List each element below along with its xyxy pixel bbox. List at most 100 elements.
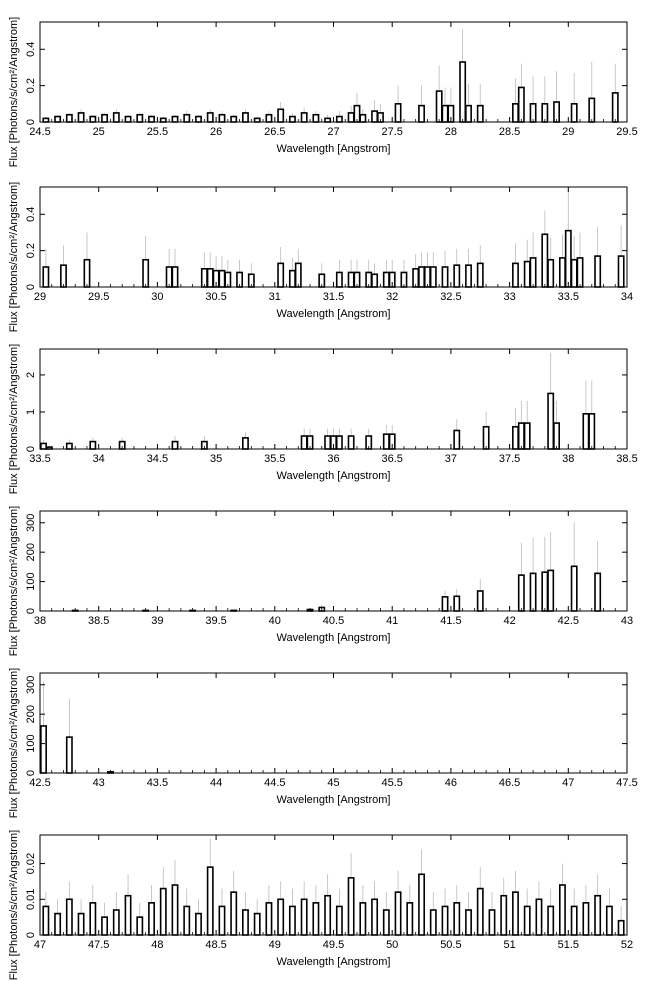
x-tick-label: 31.5 <box>323 291 344 303</box>
x-tick-label: 40.5 <box>323 615 344 627</box>
x-tick-label: 43 <box>93 777 105 789</box>
x-tick-label: 42 <box>503 615 515 627</box>
x-tick-label: 37 <box>445 453 457 465</box>
x-tick-label: 51 <box>503 939 515 951</box>
x-tick-label: 33.5 <box>558 291 579 303</box>
x-axis-label: Wavelength [Angstrom] <box>277 956 391 968</box>
x-tick-label: 31 <box>269 291 281 303</box>
chart-panel-3: 33.5 34 34.5 35 35.5 36 36.5 37 37.5 38 38.5 0 1 2 Wav… <box>8 344 638 494</box>
y-tick-label: 0 <box>25 284 37 290</box>
x-tick-label: 45 <box>327 777 339 789</box>
x-tick-label: 28.5 <box>499 126 520 138</box>
x-tick-label: 32 <box>386 291 398 303</box>
x-tick-label: 28 <box>445 126 457 138</box>
x-tick-label: 30.5 <box>205 291 226 303</box>
x-tick-label: 38.5 <box>616 453 637 465</box>
x-tick-label: 27.5 <box>381 126 402 138</box>
x-axis-label: Wavelength [Angstrom] <box>277 308 391 320</box>
x-tick-label: 38.5 <box>88 615 109 627</box>
y-tick-label: 0.4 <box>25 207 37 222</box>
x-tick-label: 30 <box>151 291 163 303</box>
x-tick-label: 25 <box>93 126 105 138</box>
y-tick-label: 0 <box>25 119 37 125</box>
y-tick-label: 0.2 <box>25 78 37 93</box>
y-axis-label: Flux [Photons/s/cm²/Angstrom] <box>8 668 20 818</box>
x-tick-label: 48.5 <box>205 939 226 951</box>
y-tick-label: 300 <box>25 514 37 532</box>
x-tick-label: 47.5 <box>88 939 109 951</box>
x-tick-label: 35 <box>210 453 222 465</box>
x-tick-label: 44.5 <box>264 777 285 789</box>
x-tick-label: 25.5 <box>147 126 168 138</box>
x-axis-label: Wavelength [Angstrom] <box>277 632 391 644</box>
x-tick-label: 51.5 <box>558 939 579 951</box>
x-tick-label: 36.5 <box>381 453 402 465</box>
chart-panel-5: 42.5 43 43.5 44 44.5 45 45.5 46 46.5 47 47.5 0 100 20… <box>8 668 638 818</box>
y-tick-label: 300 <box>25 676 37 694</box>
x-tick-label: 34.5 <box>147 453 168 465</box>
x-tick-label: 49.5 <box>323 939 344 951</box>
x-tick-label: 45.5 <box>381 777 402 789</box>
x-tick-label: 46 <box>445 777 457 789</box>
x-tick-label: 33.5 <box>29 453 50 465</box>
x-axis-label: Wavelength [Angstrom] <box>277 143 391 155</box>
x-tick-label: 39 <box>151 615 163 627</box>
y-tick-label: 200 <box>25 705 37 723</box>
y-tick-label: 100 <box>25 734 37 752</box>
y-tick-label: 0.02 <box>25 853 37 874</box>
x-tick-label: 41.5 <box>440 615 461 627</box>
x-tick-label: 40 <box>269 615 281 627</box>
chart-panel-4: 38 38.5 39 39.5 40 40.5 41 41.5 42 42.5 43 0 100 200 3… <box>8 506 633 656</box>
x-tick-label: 36 <box>327 453 339 465</box>
x-tick-label: 29.5 <box>88 291 109 303</box>
x-tick-label: 47 <box>562 777 574 789</box>
y-tick-label: 2 <box>25 372 37 378</box>
x-tick-label: 38 <box>34 615 46 627</box>
y-tick-label: 0.2 <box>25 243 37 258</box>
x-axis-label: Wavelength [Angstrom] <box>277 470 391 482</box>
y-tick-label: 0.4 <box>25 42 37 57</box>
x-tick-label: 47.5 <box>616 777 637 789</box>
y-tick-label: 1 <box>25 409 37 415</box>
x-tick-label: 37.5 <box>499 453 520 465</box>
x-tick-label: 50 <box>386 939 398 951</box>
y-tick-label: 100 <box>25 572 37 590</box>
y-axis-label: Flux [Photons/s/cm²/Angstrom] <box>8 506 20 656</box>
x-tick-label: 48 <box>151 939 163 951</box>
x-tick-label: 29.5 <box>616 126 637 138</box>
x-tick-label: 32.5 <box>440 291 461 303</box>
chart-panel-1: 24.5 25 25.5 26 26.5 27 27.5 28 28.5 29 29.5 0 0.2 0.… <box>8 17 638 167</box>
x-tick-label: 44 <box>210 777 222 789</box>
x-tick-label: 34 <box>93 453 105 465</box>
x-tick-label: 35.5 <box>264 453 285 465</box>
y-axis-label: Flux [Photons/s/cm²/Angstrom] <box>8 17 20 167</box>
y-tick-label: 0 <box>25 770 37 776</box>
y-axis-label: Flux [Photons/s/cm²/Angstrom] <box>8 182 20 332</box>
x-tick-label: 41 <box>386 615 398 627</box>
y-tick-label: 0 <box>25 608 37 614</box>
x-tick-label: 49 <box>269 939 281 951</box>
x-tick-label: 38 <box>562 453 574 465</box>
x-tick-label: 42.5 <box>558 615 579 627</box>
x-tick-label: 43.5 <box>147 777 168 789</box>
x-tick-label: 26 <box>210 126 222 138</box>
x-axis-label: Wavelength [Angstrom] <box>277 794 391 806</box>
x-tick-label: 29 <box>34 291 46 303</box>
x-tick-label: 34 <box>621 291 633 303</box>
x-tick-label: 43 <box>621 615 633 627</box>
x-tick-label: 24.5 <box>29 126 50 138</box>
x-tick-label: 52 <box>621 939 633 951</box>
x-tick-label: 27 <box>327 126 339 138</box>
y-tick-label: 200 <box>25 543 37 561</box>
x-tick-label: 46.5 <box>499 777 520 789</box>
x-tick-label: 39.5 <box>205 615 226 627</box>
y-tick-label: 0 <box>25 446 37 452</box>
y-tick-label: 0 <box>25 932 37 938</box>
chart-panel-6: 47 47.5 48 48.5 49 49.5 50 50.5 51 51.5 52 0 0.01 0.0… <box>8 830 633 980</box>
x-tick-label: 42.5 <box>29 777 50 789</box>
y-axis-label: Flux [Photons/s/cm²/Angstrom] <box>8 830 20 980</box>
chart-panel-2: 29 29.5 30 30.5 31 31.5 32 32.5 33 33.5 34 0 0.2 0.4 W… <box>8 182 633 332</box>
x-tick-label: 26.5 <box>264 126 285 138</box>
